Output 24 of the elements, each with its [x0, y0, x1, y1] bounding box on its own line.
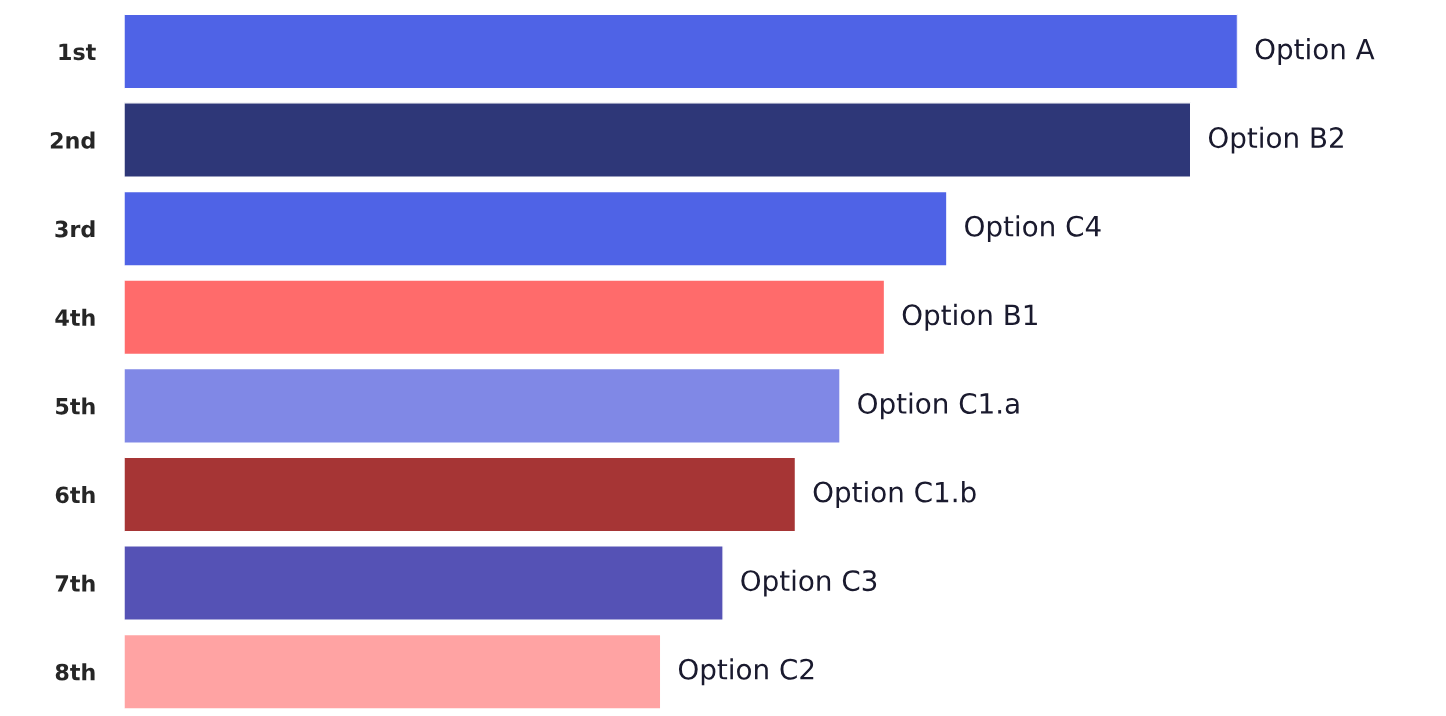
bar	[124, 633, 662, 710]
bar	[124, 13, 1238, 90]
y-tick-label: 6th	[55, 486, 95, 504]
y-tick-label: 5th	[56, 397, 95, 415]
annotation: Option C2	[678, 658, 814, 686]
annotation: Option C3	[741, 569, 877, 597]
annotation: Option B1	[902, 303, 1037, 331]
y-tick-label: 1st	[59, 43, 96, 61]
bar	[124, 102, 1192, 178]
bar	[124, 367, 841, 444]
y-tick-label: 7th	[55, 574, 95, 592]
y-tick-label: 2nd	[50, 131, 95, 149]
y-tick-label: 3rd	[55, 220, 95, 238]
bar	[124, 545, 724, 622]
y-tick-label: 4th	[55, 308, 95, 326]
annotation: Option A	[1255, 38, 1375, 65]
bar	[124, 190, 948, 267]
bar	[124, 279, 886, 356]
annotation: Option C4	[965, 215, 1101, 243]
annotation: Option C1.b	[813, 481, 976, 508]
y-tick-label: 8th	[55, 663, 95, 681]
annotation: Option C1.a	[858, 392, 1019, 420]
annotation: Option B2	[1208, 126, 1343, 154]
bar	[124, 456, 797, 533]
